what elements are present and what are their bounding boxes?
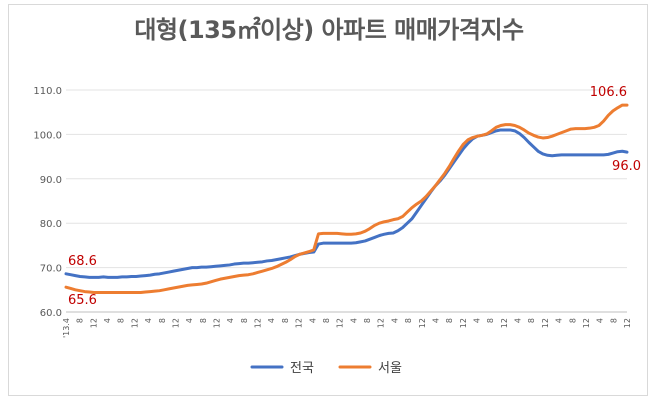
x-tick-label: 8: [363, 318, 372, 323]
x-tick-label: 12: [582, 318, 591, 328]
legend-label-seoul: 서울: [378, 361, 402, 376]
x-tick-label: 4: [390, 318, 399, 323]
x-tick-label: 8: [568, 318, 577, 323]
data-labels: 68.6 65.6 106.6 96.0: [68, 85, 641, 308]
x-tick-label: 8: [404, 318, 413, 323]
x-tick-label: 12: [130, 318, 139, 328]
chart-title: 대형(135㎡이상) 아파트 매매가격지수: [134, 16, 524, 44]
data-label-seoul-start: 65.6: [68, 293, 97, 308]
x-tick-label: 8: [240, 318, 249, 323]
x-tick-label: 4: [185, 318, 194, 323]
legend-label-national: 전국: [290, 361, 314, 376]
x-tick-label: 4: [514, 318, 523, 323]
x-tick-label: 12: [459, 318, 468, 328]
gridlines: [66, 89, 627, 313]
x-tick-label: 4: [472, 318, 481, 323]
x-tick-label: 8: [445, 318, 454, 323]
y-tick-label: 60.0: [40, 308, 62, 319]
series-line-seoul: [64, 103, 629, 294]
x-tick-label: 4: [103, 318, 112, 323]
x-tick-label: 12: [89, 318, 98, 328]
x-tick-label: 12: [254, 318, 263, 328]
y-tick-label: 70.0: [40, 264, 62, 275]
x-tick-label: '13.4: [62, 318, 71, 338]
x-tick-label: 8: [158, 318, 167, 323]
y-tick-label: 90.0: [40, 175, 62, 186]
x-tick-label: 4: [267, 318, 276, 323]
x-tick-label: 12: [623, 318, 632, 328]
x-tick-label: 12: [295, 318, 304, 328]
data-label-national-end: 96.0: [612, 159, 641, 174]
x-tick-label: 8: [486, 318, 495, 323]
x-tick-label: 8: [527, 318, 536, 323]
series-lines: [64, 103, 629, 294]
x-tick-label: 12: [541, 318, 550, 328]
x-axis-ticks: '13.4 8 12 4 8 12 4 8 12 4 8 12 4 8 12 4 8 12 4 8 12 4 8 12 4 8 12…: [62, 318, 632, 338]
data-label-national-start: 68.6: [68, 254, 97, 269]
x-tick-label: 4: [226, 318, 235, 323]
legend: 전국 서울: [250, 361, 402, 376]
x-tick-label: 12: [500, 318, 509, 328]
x-tick-label: 12: [336, 318, 345, 328]
y-tick-label: 100.0: [33, 130, 62, 141]
x-tick-label: 12: [171, 318, 180, 328]
x-tick-label: 4: [144, 318, 153, 323]
x-tick-label: 8: [117, 318, 126, 323]
x-tick-label: 8: [322, 318, 331, 323]
x-tick-label: 8: [76, 318, 85, 323]
x-tick-label: 4: [555, 318, 564, 323]
x-tick-label: 4: [308, 318, 317, 323]
x-tick-label: 4: [596, 318, 605, 323]
x-tick-label: 12: [213, 318, 222, 328]
x-tick-label: 8: [281, 318, 290, 323]
x-tick-label: 8: [199, 318, 208, 323]
y-tick-label: 110.0: [33, 86, 62, 97]
x-tick-label: 12: [418, 318, 427, 328]
data-label-seoul-end: 106.6: [590, 85, 627, 100]
chart-frame: [8, 4, 648, 396]
x-tick-label: 4: [431, 318, 440, 323]
y-axis-ticks: 60.0 70.0 80.0 90.0 100.0 110.0: [33, 86, 62, 319]
x-tick-label: 8: [609, 318, 618, 323]
series-line-national: [64, 128, 629, 279]
x-tick-label: 12: [377, 318, 386, 328]
x-tick-label: 4: [349, 318, 358, 323]
y-tick-label: 80.0: [40, 219, 62, 230]
